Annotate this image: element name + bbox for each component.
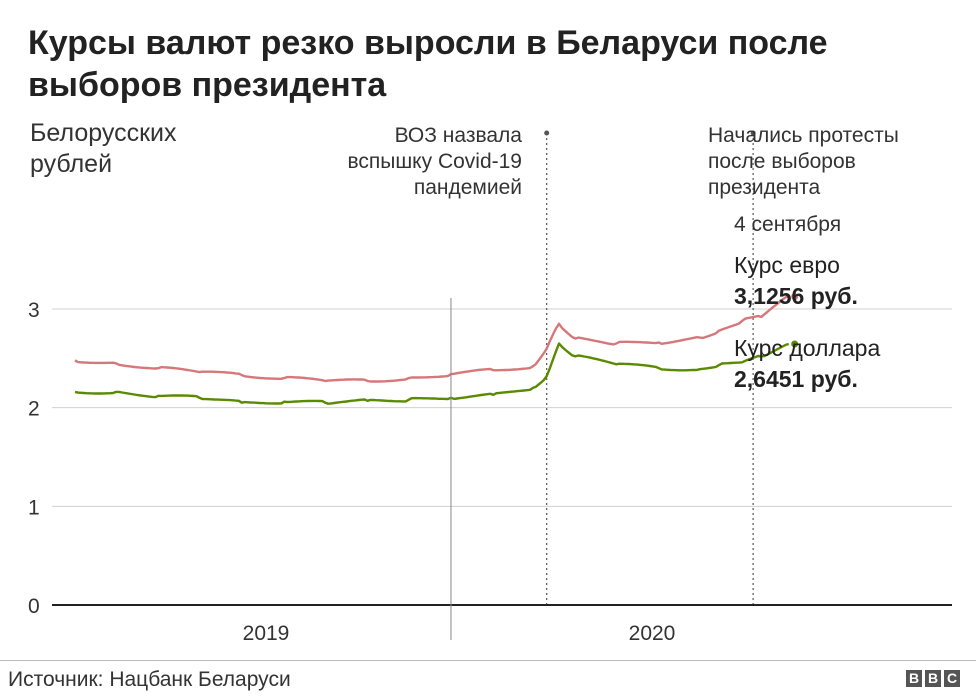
annotation-line: президента xyxy=(708,176,821,199)
annotation-line: пандемией xyxy=(413,176,522,199)
grid-lines: 0 1 2 3 xyxy=(28,299,952,618)
y-tick-label: 1 xyxy=(28,496,40,519)
logo-block: B xyxy=(906,670,922,687)
series-end-dot xyxy=(791,340,799,348)
x-tick-label: 2019 xyxy=(243,622,290,645)
euro-name-label: Курс евро xyxy=(734,252,840,278)
y-tick-label: 2 xyxy=(28,398,40,421)
annotation-line: после выборов xyxy=(708,150,856,173)
x-axis: 2019 2020 xyxy=(52,298,952,645)
end-date-label: 4 сентября xyxy=(734,213,842,236)
logo-block: B xyxy=(925,670,941,687)
event-dot xyxy=(750,130,756,136)
annotation-line: вспышку Covid-19 xyxy=(347,150,522,173)
euro-value-label: 3,1256 руб. xyxy=(734,283,858,309)
y-axis-label-line: рублей xyxy=(30,150,113,178)
series-line xyxy=(74,342,790,405)
y-axis-label-line: Белорусских xyxy=(30,119,177,147)
series-end-dot xyxy=(791,293,799,301)
chart-title-line: Курсы валют резко выросли в Беларуси пос… xyxy=(28,24,828,62)
usd-name-label: Курс доллара xyxy=(734,335,881,361)
chart-title: Курсы валют резко выросли в Беларуси пос… xyxy=(28,22,958,106)
annotation-protests: Начались протесты после выборов президен… xyxy=(708,123,899,201)
event-dot xyxy=(544,130,550,136)
footer-divider xyxy=(0,660,976,661)
x-tick-label: 2020 xyxy=(629,622,676,645)
source-text: Источник: Нацбанк Беларуси xyxy=(8,668,291,691)
logo-block: C xyxy=(944,670,960,687)
y-axis-label: Белорусских рублей xyxy=(30,118,177,180)
annotation-line: ВОЗ назвала xyxy=(394,124,522,147)
annotation-line: Начались протесты xyxy=(708,124,899,147)
event-markers xyxy=(544,130,756,605)
series-lines xyxy=(74,293,799,405)
usd-value-label: 2,6451 руб. xyxy=(734,366,858,392)
y-tick-label: 0 xyxy=(28,595,40,618)
bbc-logo: B B C xyxy=(906,670,960,687)
chart-title-line: выборов президента xyxy=(28,66,387,104)
series-line xyxy=(74,295,789,383)
y-tick-label: 3 xyxy=(28,299,40,322)
annotation-who: ВОЗ назвала вспышку Covid-19 пандемией xyxy=(347,123,522,201)
